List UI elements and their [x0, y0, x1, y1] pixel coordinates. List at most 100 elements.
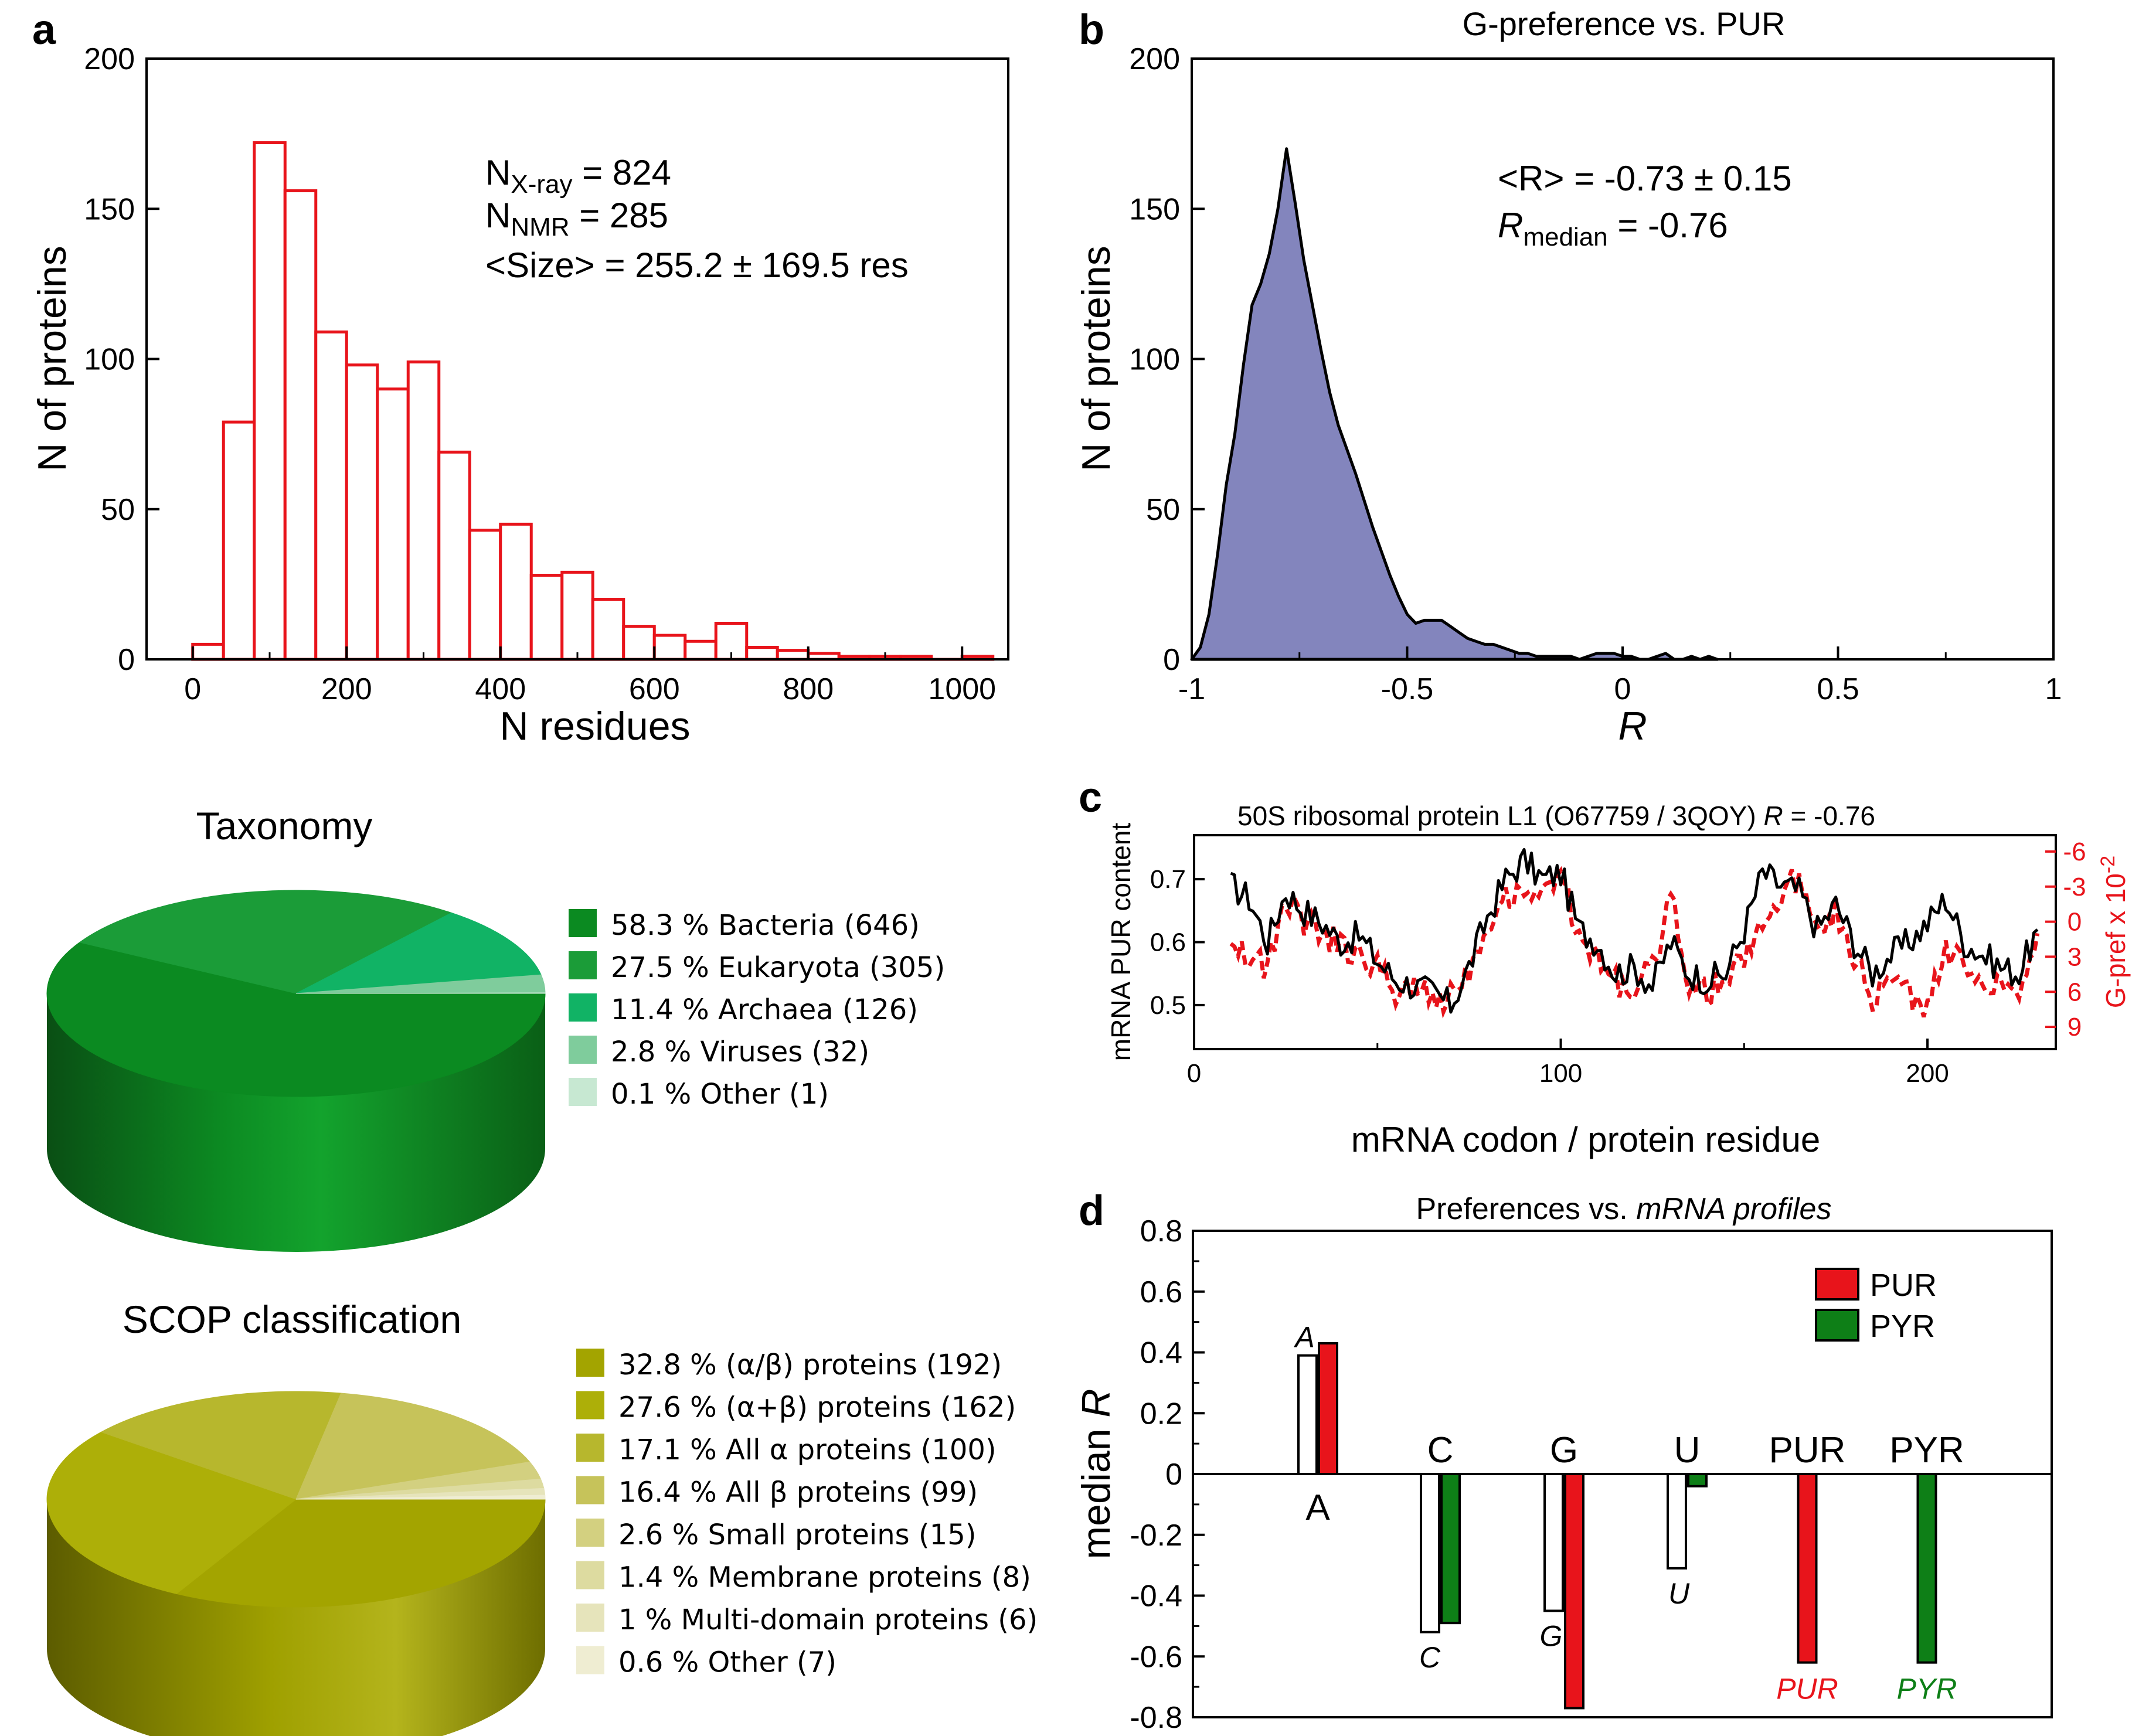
panel-label-c: c	[1079, 774, 1102, 821]
chart-title: G-preference vs. PUR	[1463, 5, 1786, 42]
y2-tick-label: -6	[2063, 838, 2086, 866]
legend-swatch	[576, 1349, 604, 1377]
pie-slice	[295, 1393, 531, 1500]
pie-3d-body	[46, 1391, 546, 1736]
bar-pyr-c	[1440, 1473, 1461, 1625]
y2-tick-label: 3	[2068, 942, 2082, 971]
pie-title: SCOP classification	[123, 1298, 461, 1341]
legend-swatch	[576, 1476, 604, 1504]
y-tick-label: 100	[84, 343, 135, 377]
histogram-bar	[684, 639, 718, 661]
bar-base-c	[1420, 1473, 1440, 1633]
pie-slice	[100, 1391, 342, 1500]
legend-swatch	[569, 1036, 597, 1064]
bar-base-u	[1667, 1473, 1687, 1570]
histogram-bar	[776, 649, 810, 661]
y-tick-label: 150	[84, 192, 135, 226]
panel-label-d: d	[1079, 1187, 1104, 1234]
y-tick-label: 200	[84, 42, 135, 76]
scop-pie: SCOP classification 32.8 % (α/β) protein…	[46, 1298, 1038, 1736]
legend-label: 16.4 % All β proteins (99)	[618, 1476, 978, 1509]
legend-label: 27.6 % (α+β) proteins (162)	[618, 1391, 1016, 1424]
histogram-bar	[345, 363, 379, 661]
y-tick-label: 0.7	[1150, 865, 1186, 894]
pie-slice	[295, 912, 542, 994]
y2-tick-label: 9	[2068, 1013, 2082, 1041]
y2-axis-label: G-pref x 10-2	[2097, 856, 2131, 1008]
x-tick-label: -1	[1178, 672, 1205, 706]
histogram-bar	[622, 625, 656, 661]
y-tick-label: -0.2	[1130, 1519, 1182, 1553]
panel-label-a: a	[32, 6, 56, 53]
legend-label: 58.3 % Bacteria (646)	[611, 909, 920, 942]
histogram-bar	[406, 360, 441, 661]
x-tick-label: -0.5	[1381, 672, 1434, 706]
x-tick-label: 1000	[928, 672, 996, 706]
x-axis-label: R	[1618, 704, 1647, 748]
y-tick-label: -0.6	[1130, 1640, 1182, 1674]
bar-base-g	[1543, 1473, 1564, 1612]
y-tick-label: 100	[1129, 343, 1180, 377]
y-tick-label: 0.6	[1150, 928, 1186, 957]
x-tick-label: 0	[184, 672, 201, 706]
legend-label: 1 % Multi-domain proteins (6)	[618, 1604, 1038, 1636]
histogram-bar	[191, 642, 225, 661]
italic-category-label: G	[1540, 1619, 1563, 1652]
bar-pur-pur	[1797, 1473, 1818, 1664]
histogram-bar	[745, 646, 779, 661]
legend-swatch	[576, 1391, 604, 1420]
histogram-bar	[468, 529, 502, 661]
annotation-median-r: Rmedian = -0.76	[1498, 206, 1728, 251]
y-tick-label: 0	[118, 643, 135, 677]
annotation-mean-r: <R> = -0.73 ± 0.15	[1498, 159, 1792, 198]
legend-label: 11.4 % Archaea (126)	[611, 993, 918, 1026]
histogram-bar	[437, 450, 471, 661]
x-axis-label: mRNA codon / protein residue	[1351, 1120, 1820, 1159]
x-tick-label: 600	[629, 672, 680, 706]
x-tick-label: 0	[1614, 672, 1631, 706]
histogram-bar	[591, 598, 625, 661]
x-tick-label: 200	[1906, 1059, 1949, 1088]
y-tick-label: 0.2	[1140, 1397, 1182, 1431]
histogram-bar	[529, 574, 564, 661]
y-tick-label: 0.5	[1150, 991, 1186, 1020]
x-tick-label: 1	[2045, 672, 2062, 706]
legend-label: 2.6 % Small proteins (15)	[618, 1519, 976, 1551]
y-tick-label: 0	[1163, 643, 1180, 677]
axis-ticks: -1 -0.5 0 0.5 1 0 50 100 150 200	[1129, 42, 2062, 706]
annotation-n-xray: NX-ray = 824	[485, 153, 671, 199]
y-tick-label: 0.8	[1140, 1214, 1182, 1248]
x-tick-label: 400	[475, 672, 526, 706]
axis-ticks: 0 200 400 600 800 1000 0 50 100 150 200	[84, 42, 996, 706]
x-tick-label: 0.5	[1817, 672, 1859, 706]
bar-pyr-pyr	[1916, 1473, 1937, 1664]
y-tick-label: 0	[1165, 1458, 1182, 1492]
legend-label: 27.5 % Eukaryota (305)	[611, 951, 945, 984]
x-tick-label: 0	[1187, 1059, 1201, 1088]
histogram-bar	[652, 634, 687, 661]
panel-label-b: b	[1079, 6, 1104, 53]
legend-label: PYR	[1870, 1309, 1935, 1344]
legend-swatch	[569, 951, 597, 979]
axis-ticks: 0 100 200 0.5 0.6 0.7 -6 -3 0 3 6 9	[1150, 838, 2086, 1088]
bar-pur-g	[1564, 1473, 1584, 1710]
y-axis-label: N of proteins	[30, 246, 74, 472]
annotation-size: <Size> = 255.2 ± 169.5 res	[485, 246, 909, 285]
pie-side	[47, 1499, 545, 1736]
legend-swatch	[569, 1078, 597, 1106]
y-tick-label: 200	[1129, 42, 1180, 76]
median-r-bars	[1193, 1342, 2052, 1710]
histogram-bar	[253, 141, 287, 661]
pie-side	[47, 993, 545, 1252]
legend-swatch	[576, 1646, 604, 1674]
histogram-bar	[222, 420, 256, 661]
y-axis-label: median R	[1074, 1388, 1118, 1559]
category-label: PYR	[1889, 1430, 1964, 1471]
italic-category-label: U	[1668, 1577, 1690, 1610]
category-labels: A C G U PUR PYR A C G U PUR PYR	[1293, 1321, 1964, 1706]
y-axis-label: mRNA PUR content	[1106, 823, 1136, 1061]
annotation-n-nmr: NNMR = 285	[485, 196, 668, 241]
panel-b-area: G-preference vs. PUR -1 -0.5 0 0.5 1 0 50 100 15…	[1074, 5, 2062, 748]
legend-label: 0.1 % Other (1)	[611, 1078, 829, 1111]
